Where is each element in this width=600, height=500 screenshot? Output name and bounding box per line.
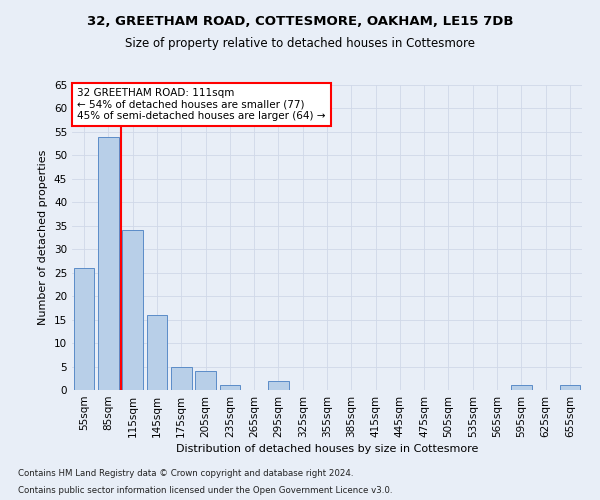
Text: 32 GREETHAM ROAD: 111sqm
← 54% of detached houses are smaller (77)
45% of semi-d: 32 GREETHAM ROAD: 111sqm ← 54% of detach… bbox=[77, 88, 326, 121]
Text: Contains public sector information licensed under the Open Government Licence v3: Contains public sector information licen… bbox=[18, 486, 392, 495]
Bar bbox=[560, 386, 580, 390]
X-axis label: Distribution of detached houses by size in Cottesmore: Distribution of detached houses by size … bbox=[176, 444, 478, 454]
Text: 32, GREETHAM ROAD, COTTESMORE, OAKHAM, LE15 7DB: 32, GREETHAM ROAD, COTTESMORE, OAKHAM, L… bbox=[87, 15, 513, 28]
Text: Contains HM Land Registry data © Crown copyright and database right 2024.: Contains HM Land Registry data © Crown c… bbox=[18, 468, 353, 477]
Bar bbox=[74, 268, 94, 390]
Y-axis label: Number of detached properties: Number of detached properties bbox=[38, 150, 49, 325]
Bar bbox=[122, 230, 143, 390]
Bar bbox=[268, 380, 289, 390]
Bar bbox=[171, 366, 191, 390]
Bar bbox=[146, 315, 167, 390]
Text: Size of property relative to detached houses in Cottesmore: Size of property relative to detached ho… bbox=[125, 38, 475, 51]
Bar bbox=[511, 386, 532, 390]
Bar bbox=[195, 371, 216, 390]
Bar bbox=[98, 136, 119, 390]
Bar bbox=[220, 386, 240, 390]
